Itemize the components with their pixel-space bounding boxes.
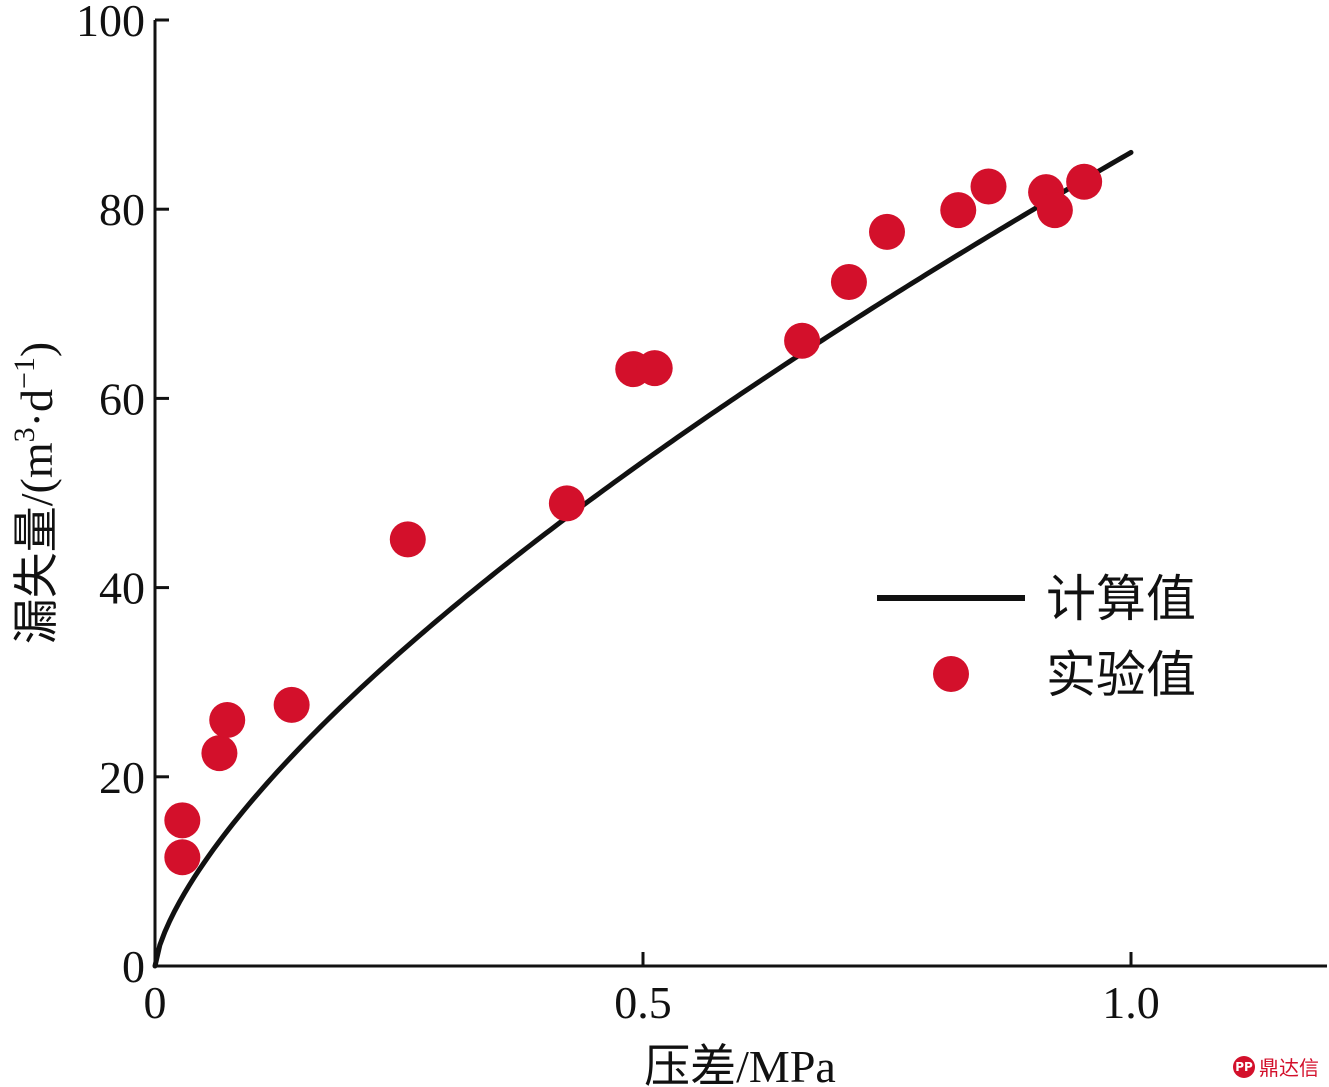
y-axis-title-sup1: 3: [8, 427, 41, 442]
y-tick-label: 0: [122, 941, 145, 992]
x-tick-label: 0: [144, 977, 167, 1028]
y-axis-title-main: 漏失量/(m: [11, 442, 62, 644]
data-point: [164, 802, 201, 839]
legend-line-label: 计算值: [1046, 571, 1196, 627]
data-point: [1066, 163, 1103, 200]
data-point: [273, 686, 310, 723]
data-point: [784, 322, 821, 359]
data-point: [830, 264, 867, 301]
watermark-logo-icon: PP: [1233, 1055, 1255, 1078]
legend-marker-swatch: [933, 656, 969, 692]
y-axis-title: 漏失量/(m3·d−1): [8, 342, 62, 644]
watermark-text: 鼎达信: [1259, 1056, 1319, 1080]
data-point: [164, 839, 201, 876]
data-point: [209, 702, 246, 739]
y-tick-label: 60: [99, 373, 145, 424]
data-point: [970, 168, 1007, 205]
y-axis-title-mid: ·d: [11, 389, 62, 427]
x-axis-title: 压差/MPa: [644, 1041, 836, 1087]
y-axis-title-sup2: −1: [8, 357, 41, 389]
data-point: [548, 485, 585, 522]
watermark: PP 鼎达信: [1233, 1052, 1319, 1081]
data-point: [636, 350, 673, 387]
data-point: [1036, 192, 1073, 229]
x-tick-label: 1.0: [1102, 977, 1160, 1028]
data-point: [389, 521, 426, 558]
experimental-points: [164, 163, 1103, 876]
y-axis-title-end: ): [11, 342, 62, 357]
x-axis-ticks: 0 0.5 1.0: [144, 952, 1160, 1028]
y-tick-label: 40: [99, 563, 145, 614]
calculated-curve: [152, 149, 1134, 969]
data-point: [201, 735, 238, 772]
y-tick-label: 80: [99, 184, 145, 235]
y-axis-ticks: 0 20 40 60 80 100: [76, 0, 169, 992]
y-tick-label: 20: [99, 752, 145, 803]
data-point: [869, 213, 905, 250]
legend-marker-label: 实验值: [1046, 647, 1196, 703]
y-tick-label: 100: [76, 0, 145, 46]
x-tick-label: 0.5: [614, 977, 672, 1028]
legend: 计算值 实验值: [877, 571, 1196, 703]
data-point: [940, 192, 977, 229]
